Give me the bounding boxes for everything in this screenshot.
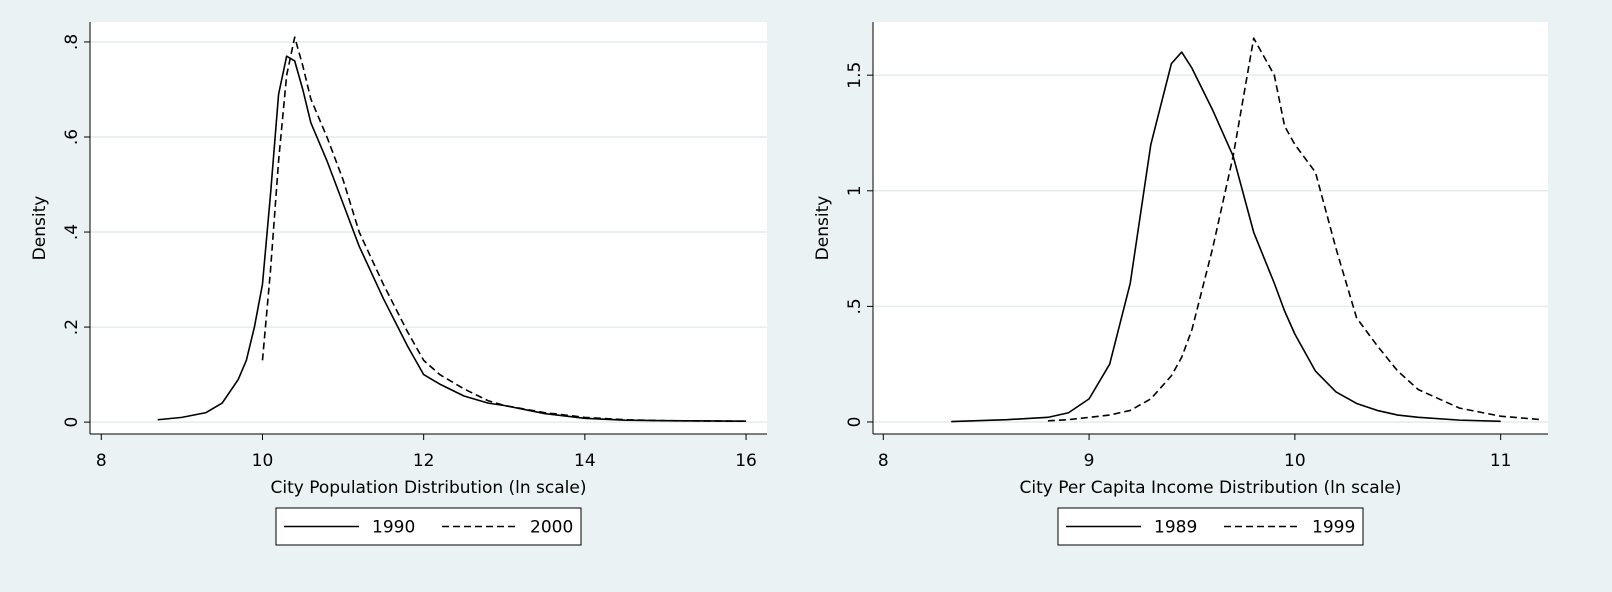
density-line bbox=[261, 36, 747, 422]
legend-label: 2000 bbox=[530, 518, 573, 538]
y-tick-label: .6 bbox=[62, 129, 82, 145]
x-tick-label: 14 bbox=[574, 451, 596, 471]
density-line bbox=[1047, 37, 1542, 422]
y-tick-label: 0 bbox=[845, 417, 865, 428]
x-tick-label: 9 bbox=[1084, 451, 1095, 471]
plot-area bbox=[90, 22, 767, 434]
x-tick-label: 12 bbox=[413, 451, 435, 471]
y-tick-label: .5 bbox=[845, 298, 865, 314]
x-axis-title: City Population Distribution (ln scale) bbox=[271, 478, 587, 498]
plot-area bbox=[873, 22, 1548, 434]
legend-label: 1990 bbox=[372, 518, 415, 538]
legend-label: 1989 bbox=[1154, 518, 1197, 538]
y-tick-label: 1.5 bbox=[845, 62, 865, 89]
x-tick-label: 8 bbox=[878, 451, 889, 471]
y-axis-title: Density bbox=[30, 196, 50, 261]
y-tick-label: 0 bbox=[62, 417, 82, 428]
x-tick-label: 11 bbox=[1490, 451, 1512, 471]
x-tick-label: 10 bbox=[1284, 451, 1306, 471]
x-tick-label: 10 bbox=[252, 451, 274, 471]
y-tick-label: .4 bbox=[62, 224, 82, 240]
y-tick-label: .2 bbox=[62, 319, 82, 335]
y-tick-label: .8 bbox=[62, 34, 82, 50]
x-axis-title: City Per Capita Income Distribution (ln … bbox=[1019, 478, 1401, 498]
y-axis-title: Density bbox=[813, 196, 833, 261]
legend-label: 1999 bbox=[1312, 518, 1355, 538]
x-tick-label: 16 bbox=[735, 451, 757, 471]
y-tick-label: 1 bbox=[845, 185, 865, 196]
x-tick-label: 8 bbox=[96, 451, 107, 471]
